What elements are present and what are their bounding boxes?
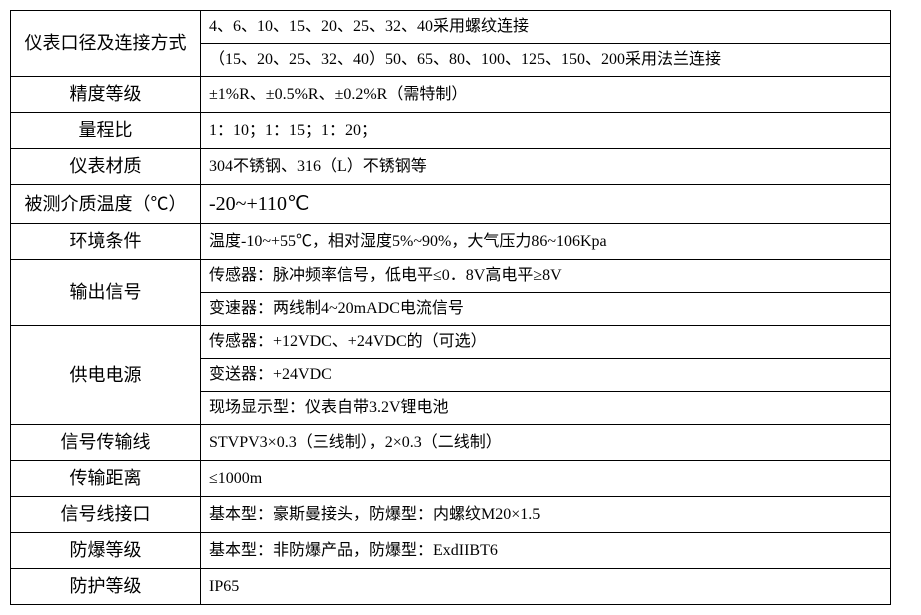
row-label: 仪表材质 [11, 149, 201, 185]
table-row: 信号传输线 STVPV3×0.3（三线制），2×0.3（二线制） [11, 425, 891, 461]
row-label: 量程比 [11, 113, 201, 149]
spec-table: 仪表口径及连接方式 4、6、10、15、20、25、32、40采用螺纹连接 （1… [10, 10, 891, 605]
row-value: 1：10；1：15；1：20； [201, 113, 891, 149]
row-value: 传感器：脉冲频率信号，低电平≤0．8V高电平≥8V [201, 260, 891, 293]
table-row: 输出信号 传感器：脉冲频率信号，低电平≤0．8V高电平≥8V [11, 260, 891, 293]
table-row: 仪表口径及连接方式 4、6、10、15、20、25、32、40采用螺纹连接 [11, 11, 891, 44]
table-row: 防爆等级 基本型：非防爆产品，防爆型：ExdIIBT6 [11, 533, 891, 569]
row-value: （15、20、25、32、40）50、65、80、100、125、150、200… [201, 44, 891, 77]
table-row: 被测介质温度（℃） -20~+110℃ [11, 185, 891, 224]
row-value: -20~+110℃ [201, 185, 891, 224]
row-label: 供电电源 [11, 326, 201, 425]
row-value: 传感器：+12VDC、+24VDC的（可选） [201, 326, 891, 359]
row-value: 基本型：豪斯曼接头，防爆型：内螺纹M20×1.5 [201, 497, 891, 533]
table-row: 防护等级 IP65 [11, 569, 891, 605]
table-row: 传输距离 ≤1000m [11, 461, 891, 497]
row-label: 精度等级 [11, 77, 201, 113]
table-row: 量程比 1：10；1：15；1：20； [11, 113, 891, 149]
row-label: 被测介质温度（℃） [11, 185, 201, 224]
row-value: 基本型：非防爆产品，防爆型：ExdIIBT6 [201, 533, 891, 569]
row-label: 信号线接口 [11, 497, 201, 533]
table-row: 仪表材质 304不锈钢、316（L）不锈钢等 [11, 149, 891, 185]
table-row: 供电电源 传感器：+12VDC、+24VDC的（可选） [11, 326, 891, 359]
row-label: 防护等级 [11, 569, 201, 605]
table-row: 信号线接口 基本型：豪斯曼接头，防爆型：内螺纹M20×1.5 [11, 497, 891, 533]
row-value: ±1%R、±0.5%R、±0.2%R（需特制） [201, 77, 891, 113]
row-label: 环境条件 [11, 224, 201, 260]
row-value: STVPV3×0.3（三线制），2×0.3（二线制） [201, 425, 891, 461]
row-value: 温度-10~+55℃，相对湿度5%~90%，大气压力86~106Kpa [201, 224, 891, 260]
row-value: 变速器：两线制4~20mADC电流信号 [201, 293, 891, 326]
row-label: 防爆等级 [11, 533, 201, 569]
row-label: 传输距离 [11, 461, 201, 497]
row-value: 4、6、10、15、20、25、32、40采用螺纹连接 [201, 11, 891, 44]
row-value: ≤1000m [201, 461, 891, 497]
row-label: 输出信号 [11, 260, 201, 326]
row-value: 现场显示型：仪表自带3.2V锂电池 [201, 392, 891, 425]
row-value: IP65 [201, 569, 891, 605]
table-row: 环境条件 温度-10~+55℃，相对湿度5%~90%，大气压力86~106Kpa [11, 224, 891, 260]
row-label: 仪表口径及连接方式 [11, 11, 201, 77]
row-value: 304不锈钢、316（L）不锈钢等 [201, 149, 891, 185]
row-label: 信号传输线 [11, 425, 201, 461]
table-row: 精度等级 ±1%R、±0.5%R、±0.2%R（需特制） [11, 77, 891, 113]
row-value: 变送器：+24VDC [201, 359, 891, 392]
